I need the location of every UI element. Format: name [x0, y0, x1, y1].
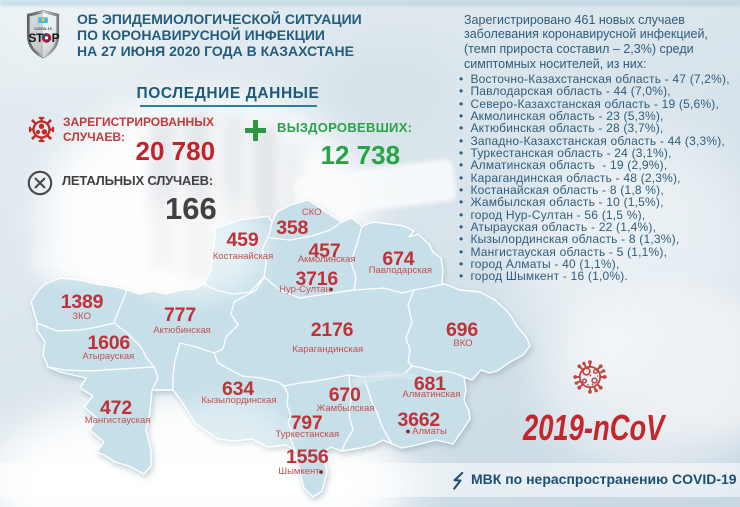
svg-text:P: P: [52, 31, 60, 45]
svg-text:ST: ST: [28, 31, 44, 45]
svg-text:COVID-19: COVID-19: [34, 27, 52, 31]
